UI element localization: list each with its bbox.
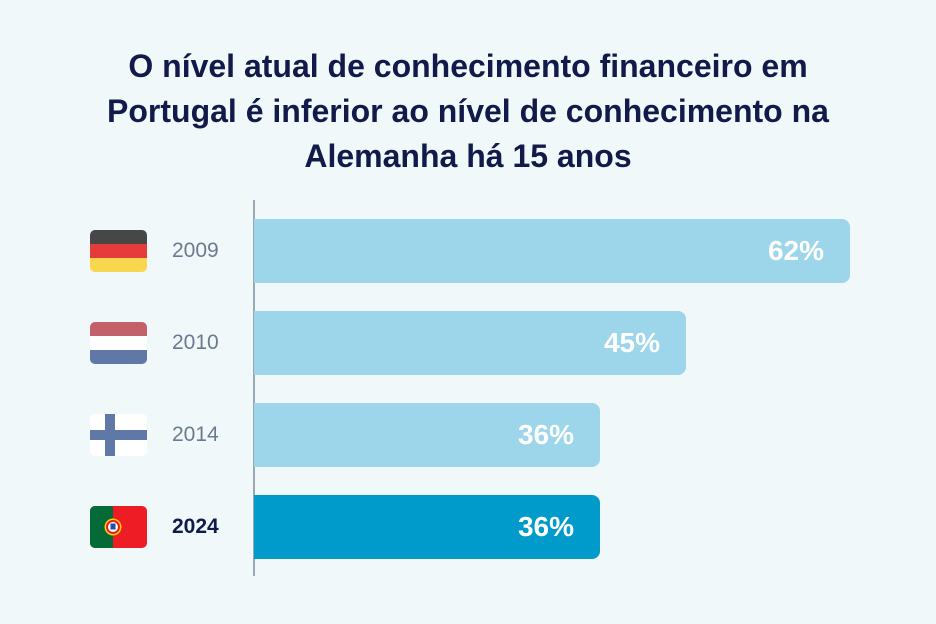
y-axis-line bbox=[253, 200, 255, 576]
category-label: 2014 bbox=[172, 423, 219, 446]
bar-row: 2010 45% bbox=[0, 311, 936, 375]
data-label: 36% bbox=[517, 419, 574, 450]
finland-flag-icon bbox=[90, 414, 147, 456]
data-label: 36% bbox=[517, 511, 574, 542]
chart-title: O nível atual de conhecimento financeiro… bbox=[107, 48, 829, 174]
category-label: 2009 bbox=[172, 239, 219, 262]
portugal-flag-icon bbox=[90, 506, 147, 548]
bar: 62% bbox=[254, 219, 850, 283]
bar: 36% bbox=[254, 403, 600, 467]
data-label: 45% bbox=[603, 327, 660, 358]
bar-row: 2009 62% bbox=[0, 219, 936, 283]
bar-row: 2024 36% bbox=[0, 495, 936, 559]
bar: 45% bbox=[254, 311, 686, 375]
data-label: 62% bbox=[767, 235, 824, 266]
netherlands-flag-icon bbox=[90, 322, 147, 364]
category-label: 2024 bbox=[172, 515, 219, 538]
bar-row: 2014 36% bbox=[0, 403, 936, 467]
germany-flag-icon bbox=[90, 230, 147, 272]
bar: 36% bbox=[254, 495, 600, 559]
category-label: 2010 bbox=[172, 331, 219, 354]
